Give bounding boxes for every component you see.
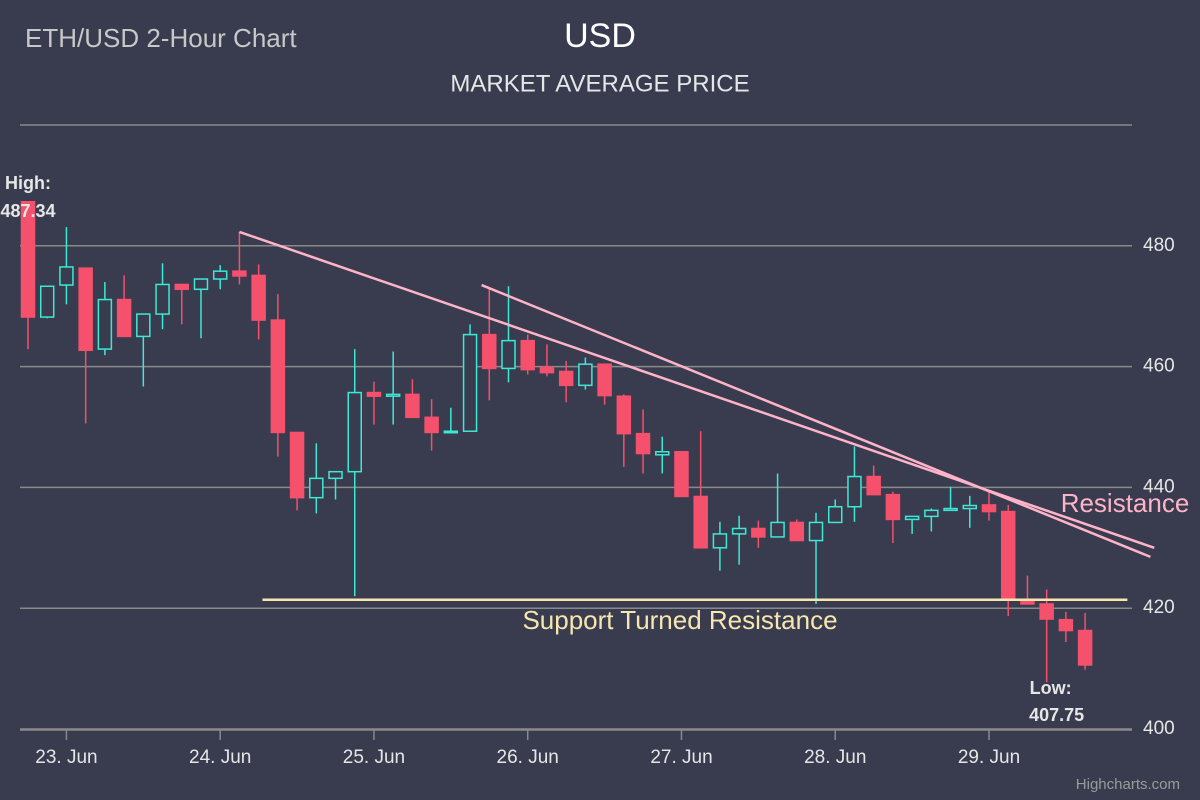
- candle-body: [116, 298, 132, 338]
- candle-body: [174, 283, 190, 291]
- candle-body: [808, 521, 824, 542]
- candle-body: [1077, 629, 1093, 666]
- candle-body: [1039, 603, 1054, 620]
- high-value: 487.34: [0, 201, 55, 221]
- candle-body: [770, 521, 785, 538]
- candle-body: [731, 527, 747, 535]
- candle-body: [693, 495, 708, 549]
- candle-body: [981, 504, 997, 513]
- candle-body: [212, 270, 228, 280]
- candle-body: [155, 283, 170, 315]
- chart-subtitle: USD: [564, 17, 636, 55]
- candle-body: [520, 339, 535, 371]
- candle-body: [539, 366, 555, 374]
- candle-body: [1000, 510, 1016, 601]
- candle-body: [232, 270, 247, 277]
- y-tick-label: 440: [1143, 476, 1175, 497]
- candle-body: [20, 200, 36, 318]
- candle-body: [501, 339, 516, 370]
- candle-body: [904, 515, 920, 521]
- candle-body: [712, 533, 728, 549]
- x-tick-label: 28. Jun: [804, 747, 866, 768]
- y-tick-label: 400: [1143, 718, 1175, 739]
- candle-body: [59, 266, 74, 286]
- high-label: High:: [5, 173, 51, 193]
- candle-body: [366, 391, 382, 397]
- candle-body: [635, 432, 651, 455]
- credits: Highcharts.com: [1076, 776, 1180, 793]
- candle-body: [597, 363, 612, 397]
- candle-body: [39, 285, 55, 318]
- candle-body: [328, 470, 343, 480]
- candle-body: [924, 509, 939, 518]
- x-tick-label: 23. Jun: [35, 747, 97, 768]
- candle-body: [885, 493, 901, 521]
- candle-body: [674, 451, 689, 498]
- candle-body: [847, 475, 862, 508]
- chart-subtitle-2: MARKET AVERAGE PRICE: [450, 70, 749, 97]
- candle-body: [578, 363, 593, 387]
- candle-body: [789, 521, 805, 542]
- candle-body: [193, 278, 209, 291]
- y-tick-label: 420: [1143, 597, 1175, 618]
- x-tick-label: 29. Jun: [958, 747, 1020, 768]
- candle-body: [751, 527, 766, 538]
- candle-body: [309, 477, 324, 499]
- y-tick-label: 460: [1143, 356, 1175, 377]
- candle-body: [943, 507, 958, 512]
- candle-body: [866, 475, 881, 496]
- candle-body: [1058, 618, 1074, 632]
- candle-body: [424, 416, 439, 434]
- candle-body: [347, 391, 362, 473]
- y-tick-label: 480: [1143, 235, 1175, 256]
- candle-body: [289, 431, 305, 499]
- candle-body: [482, 333, 497, 370]
- annotation: Support Turned Resistance: [522, 605, 837, 635]
- trend-line: [481, 283, 1151, 559]
- candle-body: [251, 274, 266, 321]
- candle-body: [270, 319, 286, 434]
- candle-body: [655, 451, 670, 456]
- candle-body: [462, 333, 478, 432]
- annotation: Resistance: [1061, 488, 1190, 518]
- low-label: Low:: [1030, 678, 1072, 698]
- candle-body: [827, 505, 843, 524]
- candle-body: [78, 267, 93, 352]
- chart-title: ETH/USD 2-Hour Chart: [25, 23, 297, 53]
- x-tick-label: 27. Jun: [650, 747, 712, 768]
- candle-body: [962, 504, 978, 510]
- x-tick-label: 24. Jun: [189, 747, 251, 768]
- x-tick-label: 25. Jun: [343, 747, 405, 768]
- candle-body: [558, 370, 574, 387]
- candle-body: [136, 313, 151, 338]
- low-value: 407.75: [1029, 705, 1084, 725]
- candle-body: [405, 393, 420, 419]
- x-tick-label: 26. Jun: [497, 747, 559, 768]
- candle-body: [443, 430, 459, 434]
- candle-body: [385, 393, 401, 397]
- candle-body: [616, 395, 632, 435]
- candle-body: [97, 298, 113, 350]
